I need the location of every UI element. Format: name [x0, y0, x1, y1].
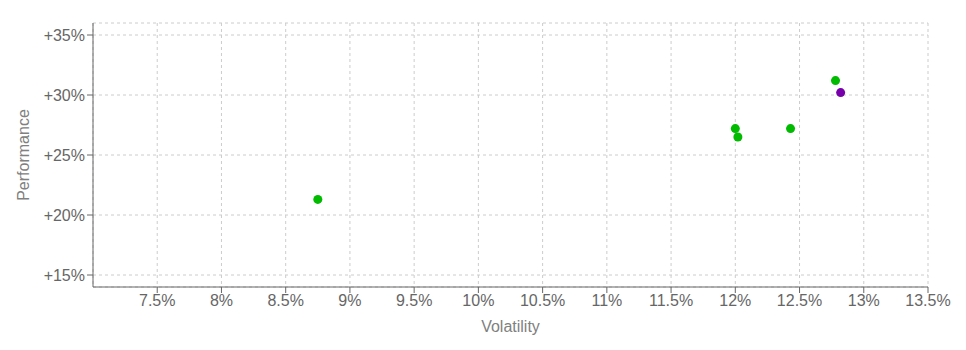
svg-text:12%: 12% — [719, 292, 751, 309]
svg-text:11%: 11% — [591, 292, 622, 309]
svg-text:+30%: +30% — [44, 87, 85, 104]
svg-text:7.5%: 7.5% — [139, 292, 175, 309]
svg-text:13%: 13% — [848, 292, 880, 309]
svg-text:12.5%: 12.5% — [777, 292, 822, 309]
svg-text:+35%: +35% — [44, 27, 85, 44]
svg-text:9.5%: 9.5% — [396, 292, 432, 309]
svg-text:13.5%: 13.5% — [905, 292, 950, 309]
svg-text:8.5%: 8.5% — [267, 292, 303, 309]
svg-text:9%: 9% — [338, 292, 361, 309]
svg-text:Volatility: Volatility — [481, 318, 540, 335]
svg-text:11.5%: 11.5% — [649, 292, 693, 309]
svg-text:Performance: Performance — [15, 109, 32, 201]
svg-text:+15%: +15% — [44, 267, 85, 284]
svg-text:+20%: +20% — [44, 207, 85, 224]
svg-text:+25%: +25% — [44, 147, 85, 164]
svg-text:10%: 10% — [462, 292, 494, 309]
svg-text:8%: 8% — [210, 292, 233, 309]
svg-text:10.5%: 10.5% — [520, 292, 565, 309]
